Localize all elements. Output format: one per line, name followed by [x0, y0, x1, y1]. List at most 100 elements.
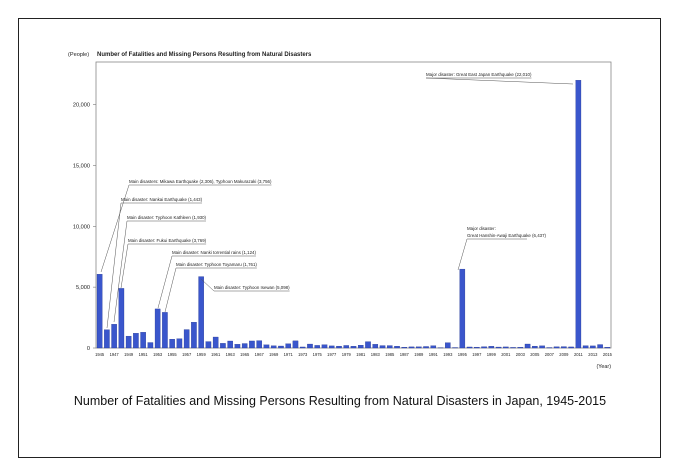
annotation-label: Main disaster: Fukui Earthquake (3,769): [128, 238, 207, 243]
bar-1956: [176, 338, 183, 349]
x-tick-label: 1997: [472, 352, 482, 357]
bar-1988: [408, 346, 415, 349]
annotation-label: Main disasters: Mikawa Earthquake (2,306…: [129, 179, 272, 184]
y-tick-label: 15,000: [73, 163, 90, 169]
annotation-leader: [100, 184, 130, 273]
annotation-leader: [157, 255, 173, 309]
x-tick-label: 1945: [95, 352, 105, 357]
figure-caption: Number of Fatalities and Missing Persons…: [73, 394, 607, 408]
bar-1970: [278, 345, 284, 349]
x-tick-label: 1995: [458, 352, 468, 357]
x-tick-label: 1953: [153, 352, 163, 357]
annotation-label: Main disaster: Typhoon Toyamaru (1,761): [176, 262, 257, 267]
x-tick-label: 1993: [443, 352, 453, 357]
bar-1999: [488, 346, 495, 349]
bar-2000: [495, 346, 502, 349]
bar-2004: [524, 343, 531, 349]
x-unit-label: (Year): [597, 364, 612, 370]
x-tick-label: 1979: [342, 352, 352, 357]
x-tick-label: 1965: [240, 352, 250, 357]
bar-2011: [575, 80, 582, 349]
bar-1976: [321, 344, 328, 349]
x-tick-label: 1961: [211, 352, 221, 357]
x-tick-label: 1969: [269, 352, 279, 357]
bar-1957: [183, 329, 190, 349]
bar-1963: [227, 340, 233, 349]
bar-1979: [343, 345, 350, 349]
y-tick-label: 0: [87, 346, 90, 352]
bar-1981: [357, 345, 364, 349]
x-tick-label: 1971: [284, 352, 294, 357]
bar-1955: [169, 339, 175, 349]
bar-1980: [350, 346, 357, 349]
bar-1974: [307, 343, 313, 349]
bar-1993: [445, 342, 451, 349]
bar-1966: [249, 340, 255, 349]
bar-1973: [299, 346, 306, 349]
bar-1971: [285, 343, 291, 349]
bar-2013: [590, 345, 596, 349]
x-tick-label: 2015: [603, 352, 613, 357]
bar-1975: [314, 345, 320, 349]
bar-1986: [394, 346, 400, 349]
x-tick-label: 1957: [182, 352, 192, 357]
x-tick-label: 1959: [197, 352, 207, 357]
bar-1977: [328, 345, 335, 349]
bar-1951: [140, 332, 146, 349]
annotation-leader: [200, 278, 215, 292]
x-tick-label: 2001: [501, 352, 511, 357]
bar-1962: [220, 343, 226, 349]
bar-2009: [561, 346, 567, 349]
bar-1998: [481, 346, 487, 349]
plot-area: [95, 61, 612, 349]
annotation-leader: [457, 238, 468, 271]
bar-1985: [387, 345, 393, 349]
x-tick-label: 1985: [385, 352, 395, 357]
x-tick-label: 1999: [487, 352, 497, 357]
bar-1967: [256, 340, 262, 349]
bar-1987: [401, 347, 408, 349]
bar-1978: [336, 345, 342, 349]
x-tick-label: 1977: [327, 352, 337, 357]
bar-1995: [459, 268, 466, 349]
x-tick-label: 1987: [400, 352, 410, 357]
annotation-label: Main disaster: Nanki torrential rains (1…: [172, 250, 256, 255]
x-tick-label: 2007: [545, 352, 555, 357]
bar-1972: [292, 340, 299, 349]
x-tick-label: 1949: [124, 352, 134, 357]
annotation-leader: [113, 220, 128, 323]
x-tick-label: 1981: [356, 352, 366, 357]
bar-1950: [133, 333, 139, 349]
x-tick-label: 1991: [429, 352, 439, 357]
bar-1990: [423, 346, 429, 349]
annotation-label-line2: Great Hanshin-Awaji Earthquake (6,437): [467, 233, 547, 238]
bar-1961: [212, 336, 219, 349]
bar-1996: [466, 346, 473, 349]
bar-1946: [104, 329, 110, 349]
bar-1958: [191, 322, 197, 349]
bar-1948: [118, 288, 125, 349]
annotation-label: Major disaster: Great East Japan Earthqu…: [426, 72, 532, 77]
x-tick-label: 1955: [168, 352, 178, 357]
bar-1983: [372, 344, 379, 349]
y-unit-label: (People): [68, 52, 89, 58]
bar-2015: [604, 347, 611, 349]
x-tick-label: 2013: [588, 352, 598, 357]
annotation-leader: [425, 77, 574, 85]
annotation-leader: [120, 243, 129, 289]
y-tick-label: 10,000: [73, 224, 90, 230]
x-tick-label: 1947: [110, 352, 120, 357]
bar-1952: [147, 342, 154, 349]
x-tick-label: 2011: [574, 352, 584, 357]
y-tick-label: 20,000: [73, 103, 90, 109]
x-tick-label: 1989: [414, 352, 424, 357]
x-tick-label: 1963: [226, 352, 236, 357]
chart-title: Number of Fatalities and Missing Persons…: [97, 52, 312, 58]
bar-1982: [365, 341, 371, 349]
annotation-label: Main disaster: Nankai Earthquake (1,443): [121, 197, 203, 202]
annotation-label: Major disaster:: [467, 226, 496, 231]
bar-1991: [430, 345, 437, 349]
bar-1954: [162, 312, 168, 349]
annotation-leader: [106, 202, 122, 329]
